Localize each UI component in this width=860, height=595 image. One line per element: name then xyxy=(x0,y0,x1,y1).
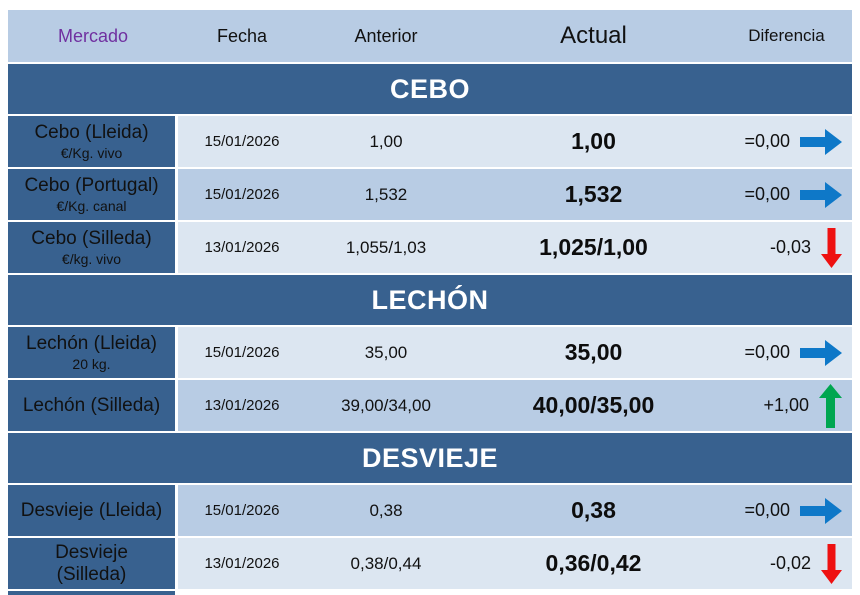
section-header: DESVIEJE xyxy=(8,433,852,483)
row-values: 13/01/2026 0,38/0,44 0,36/0,42 -0,02 xyxy=(178,538,852,589)
market-name: Lechón (Lleida) xyxy=(26,333,157,355)
diferencia-value: =0,00 xyxy=(744,500,790,520)
anterior-value: 1,00 xyxy=(369,131,403,151)
market-cell: Cebo (Silleda) €/kg. vivo xyxy=(8,222,178,273)
fecha-value: 15/01/2026 xyxy=(204,344,280,361)
market-unit: €/kg. vivo xyxy=(61,250,122,267)
anterior-value: 35,00 xyxy=(364,342,408,362)
market-name: Desvieje (Silleda) xyxy=(55,541,128,585)
actual-value: 1,025/1,00 xyxy=(539,234,648,260)
anterior-value: 1,532 xyxy=(364,184,408,204)
anterior-value: 1,055/1,03 xyxy=(345,237,427,257)
market-cell: Cebo (Lleida) €/Kg. vivo xyxy=(8,116,178,167)
anterior-value: 0,38 xyxy=(369,500,403,520)
market-unit: €/Kg. canal xyxy=(56,197,127,214)
anterior-value: 39,00/34,00 xyxy=(341,395,431,415)
actual-value: 0,38 xyxy=(571,497,616,523)
table-row: Lechón (Silleda) 13/01/2026 39,00/34,00 … xyxy=(8,380,852,431)
cutoff-row-stub xyxy=(8,591,178,595)
diferencia-value: =0,00 xyxy=(744,131,790,151)
diferencia-cell: =0,00 xyxy=(721,128,852,155)
right-arrow-icon xyxy=(800,181,842,208)
market-name: Cebo (Lleida) xyxy=(34,122,149,144)
anterior-value: 0,38/0,44 xyxy=(350,553,422,573)
row-values: 15/01/2026 1,532 1,532 =0,00 xyxy=(178,169,852,220)
fecha-value: 13/01/2026 xyxy=(204,555,280,572)
diferencia-value: =0,00 xyxy=(744,342,790,362)
row-values: 15/01/2026 1,00 1,00 =0,00 xyxy=(178,116,852,167)
fecha-value: 13/01/2026 xyxy=(204,397,280,414)
diferencia-cell: -0,02 xyxy=(721,543,852,584)
market-unit: 20 kg. xyxy=(72,355,111,372)
row-values: 15/01/2026 0,38 0,38 =0,00 xyxy=(178,485,852,536)
section-header: CEBO xyxy=(8,64,852,114)
price-table: Mercado Fecha Anterior Actual Diferencia… xyxy=(8,10,852,595)
diferencia-value: +1,00 xyxy=(763,395,809,415)
row-values: 15/01/2026 35,00 35,00 =0,00 xyxy=(178,327,852,378)
column-header-fecha: Fecha xyxy=(216,25,268,46)
column-header-actual: Actual xyxy=(560,22,627,49)
actual-value: 1,532 xyxy=(564,181,623,207)
actual-value: 0,36/0,42 xyxy=(545,550,642,576)
right-arrow-icon xyxy=(800,128,842,155)
actual-value: 1,00 xyxy=(571,128,616,154)
fecha-value: 15/01/2026 xyxy=(204,186,280,203)
market-cell: Cebo (Portugal) €/Kg. canal xyxy=(8,169,178,220)
market-name: Lechón (Silleda) xyxy=(22,394,161,416)
down-arrow-icon xyxy=(821,227,842,268)
diferencia-cell: +1,00 xyxy=(721,383,852,428)
table-row: Cebo (Portugal) €/Kg. canal 15/01/2026 1… xyxy=(8,169,852,220)
column-header-mercado: Mercado xyxy=(57,25,129,46)
diferencia-cell: =0,00 xyxy=(721,181,852,208)
table-row: Desvieje (Lleida) 15/01/2026 0,38 0,38 =… xyxy=(8,485,852,536)
down-arrow-icon xyxy=(821,543,842,584)
table-row: Cebo (Lleida) €/Kg. vivo 15/01/2026 1,00… xyxy=(8,116,852,167)
diferencia-value: =0,00 xyxy=(744,184,790,204)
column-header-anterior: Anterior xyxy=(354,25,418,46)
table-header-row: Mercado Fecha Anterior Actual Diferencia xyxy=(8,10,852,62)
market-unit: €/Kg. vivo xyxy=(60,144,123,161)
market-cell: Lechón (Silleda) xyxy=(8,380,178,431)
diferencia-value: -0,02 xyxy=(769,553,811,573)
section-header: LECHÓN xyxy=(8,275,852,325)
market-cell: Lechón (Lleida) 20 kg. xyxy=(8,327,178,378)
row-values: 13/01/2026 1,055/1,03 1,025/1,00 -0,03 xyxy=(178,222,852,273)
market-cell: Desvieje (Silleda) xyxy=(8,538,178,589)
diferencia-cell: -0,03 xyxy=(721,227,852,268)
market-name: Cebo (Silleda) xyxy=(31,228,152,250)
fecha-value: 13/01/2026 xyxy=(204,239,280,256)
market-name: Cebo (Portugal) xyxy=(24,175,159,197)
diferencia-value: -0,03 xyxy=(769,237,811,257)
fecha-value: 15/01/2026 xyxy=(204,133,280,150)
diferencia-cell: =0,00 xyxy=(721,497,852,524)
table-row: Lechón (Lleida) 20 kg. 15/01/2026 35,00 … xyxy=(8,327,852,378)
market-name: Desvieje (Lleida) xyxy=(20,499,163,521)
actual-value: 35,00 xyxy=(564,339,623,365)
up-arrow-icon xyxy=(819,383,842,428)
column-header-diferencia: Diferencia xyxy=(748,26,825,45)
table-row: Cebo (Silleda) €/kg. vivo 13/01/2026 1,0… xyxy=(8,222,852,273)
table-row: Desvieje (Silleda) 13/01/2026 0,38/0,44 … xyxy=(8,538,852,589)
fecha-value: 15/01/2026 xyxy=(204,502,280,519)
row-values: 13/01/2026 39,00/34,00 40,00/35,00 +1,00 xyxy=(178,380,852,431)
diferencia-cell: =0,00 xyxy=(721,339,852,366)
right-arrow-icon xyxy=(800,339,842,366)
right-arrow-icon xyxy=(800,497,842,524)
actual-value: 40,00/35,00 xyxy=(532,392,655,418)
table-body: CEBO Cebo (Lleida) €/Kg. vivo 15/01/2026… xyxy=(8,64,852,589)
market-cell: Desvieje (Lleida) xyxy=(8,485,178,536)
